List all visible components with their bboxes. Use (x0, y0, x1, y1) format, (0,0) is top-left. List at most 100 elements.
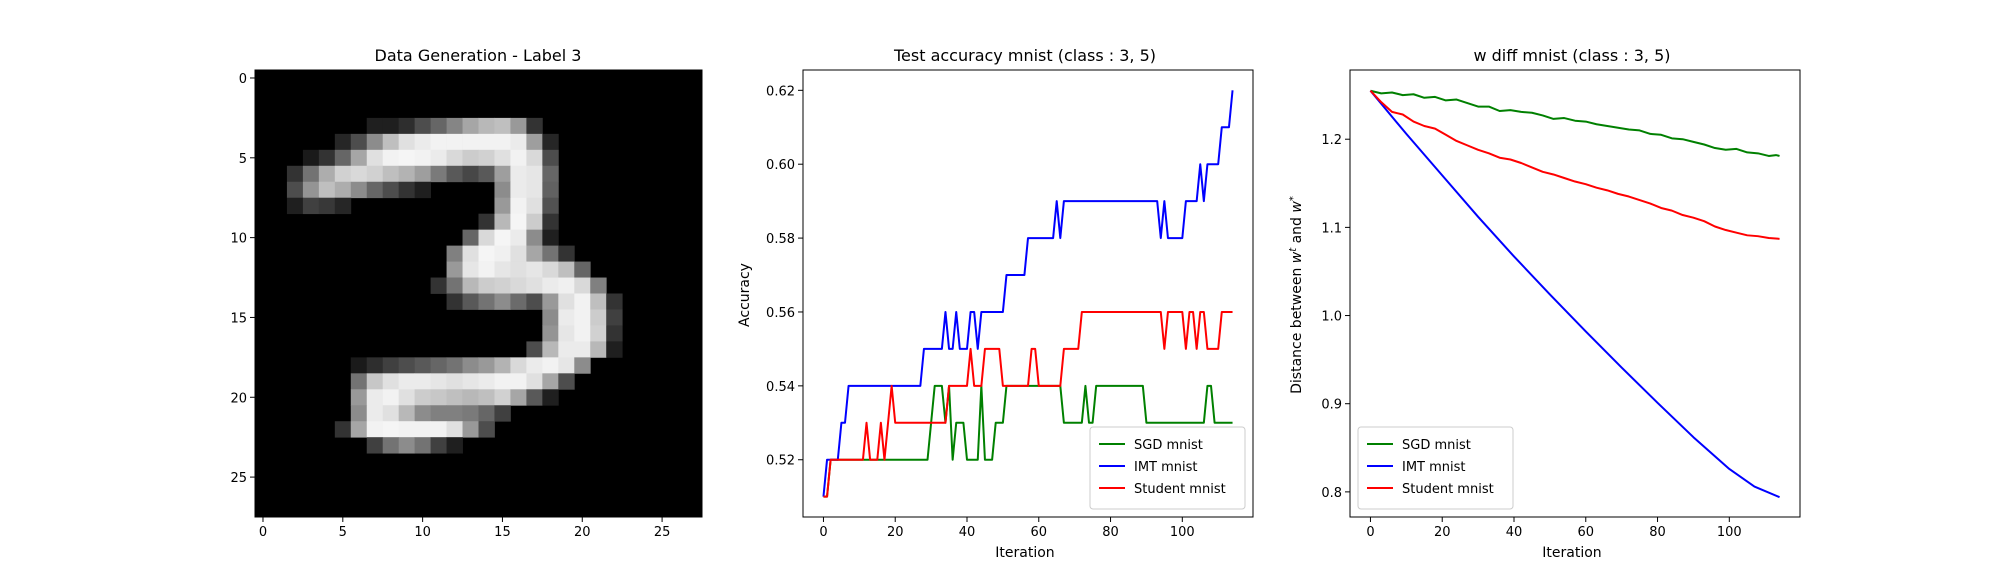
pixel-cell (462, 373, 479, 390)
pixel-cell (542, 261, 559, 278)
pixel-cell (558, 325, 575, 342)
pixel-cell (478, 389, 495, 406)
pixel-cell (398, 117, 416, 135)
legend-box (1357, 426, 1514, 510)
pixel-cell (478, 133, 495, 151)
pixel-cell (542, 133, 559, 151)
pixel-cell (430, 389, 447, 406)
pixel-cell (446, 405, 463, 422)
pixel-cell (382, 149, 400, 167)
pixel-cell (590, 277, 607, 294)
series-line (823, 310, 1233, 498)
pixel-cell (334, 181, 352, 199)
pixel-cell (558, 261, 575, 278)
pixel-cell (430, 165, 447, 183)
pixel-cell (542, 245, 559, 262)
pixel-cell (382, 357, 400, 374)
pixel-cell (494, 133, 511, 151)
y-tick-label: 0.60 (766, 158, 795, 173)
pixel-cell (574, 309, 591, 326)
pixel-cell (590, 325, 607, 342)
pixel-cell (398, 437, 416, 454)
pixel-cell (446, 389, 463, 406)
pixel-cell (462, 149, 479, 167)
x-tick-label: 25 (654, 525, 671, 540)
pixel-cell (542, 309, 559, 326)
pixel-cell (382, 181, 400, 199)
pixel-cell (478, 405, 495, 422)
x-axis-label: Iteration (995, 545, 1054, 561)
pixel-cell (366, 405, 384, 422)
x-tick-label: 20 (574, 525, 591, 540)
pixel-cell (286, 197, 304, 215)
plot-frame (254, 69, 703, 518)
pixel-cell (478, 357, 495, 374)
pixel-cell (574, 357, 591, 374)
x-tick-label: 80 (1102, 525, 1119, 540)
pixel-cell (446, 149, 463, 167)
pixel-cell (350, 149, 368, 167)
pixel-cell (510, 117, 527, 135)
legend-label: IMT mnist (1134, 460, 1198, 475)
pixel-cell (494, 245, 511, 262)
pixel-cell (318, 181, 336, 199)
chart-title: Data Generation - Label 3 (375, 46, 582, 65)
pixel-cell (334, 197, 352, 215)
pixel-cell (574, 261, 591, 278)
pixel-cell (398, 389, 416, 406)
pixel-cell (382, 117, 400, 135)
y-tick-label: 1.2 (1321, 133, 1342, 148)
pixel-cell (510, 213, 527, 231)
series-line (1369, 90, 1780, 499)
pixel-cell (414, 357, 432, 374)
pixel-cell (350, 181, 368, 199)
x-tick-label: 100 (1717, 525, 1742, 540)
pixel-cell (494, 229, 511, 247)
pixel-cell (510, 197, 527, 215)
chart-title: Test accuracy mnist (class : 3, 5) (893, 46, 1156, 65)
pixel-cell (462, 229, 479, 247)
pixel-cell (302, 181, 320, 199)
series-line (1369, 90, 1780, 240)
pixel-cell (494, 165, 511, 183)
pixel-cell (478, 213, 495, 231)
pixel-cell (430, 277, 447, 294)
pixel-cell (462, 421, 479, 438)
pixel-cell (350, 421, 368, 438)
y-tick-label: 5 (239, 152, 247, 167)
pixel-cell (398, 165, 416, 183)
pixel-cell (430, 437, 447, 454)
pixel-cell (446, 133, 463, 151)
pixel-cell (302, 197, 320, 215)
pixel-cell (350, 389, 368, 406)
pixel-cell (382, 373, 400, 390)
pixel-cell (494, 213, 511, 231)
pixel-cell (462, 293, 479, 310)
pixel-cell (302, 149, 320, 167)
legend-label: SGD mnist (1402, 438, 1471, 453)
pixel-cell (606, 325, 623, 342)
pixel-cell (462, 245, 479, 262)
pixel-cell (398, 357, 416, 374)
pixel-cell (510, 245, 527, 262)
pixel-cell (382, 421, 400, 438)
y-tick-label: 0.62 (766, 84, 795, 99)
legend-box (1089, 426, 1246, 510)
pixel-cell (350, 405, 368, 422)
pixel-cell (558, 277, 575, 294)
pixel-cell (462, 277, 479, 294)
pixel-cell (494, 117, 511, 135)
pixel-cell (430, 133, 447, 151)
x-tick-label: 40 (959, 525, 976, 540)
series-line (822, 90, 1234, 497)
pixel-cell (510, 373, 527, 390)
pixel-cell (446, 357, 463, 374)
pixel-cell (286, 165, 304, 183)
pixel-cell (574, 325, 591, 342)
pixel-cell (446, 421, 463, 438)
x-tick-label: 60 (1030, 525, 1047, 540)
y-tick-label: 0.54 (766, 380, 795, 395)
pixel-cell (462, 405, 479, 422)
pixel-cell (606, 341, 623, 358)
pixel-cell (574, 341, 591, 358)
